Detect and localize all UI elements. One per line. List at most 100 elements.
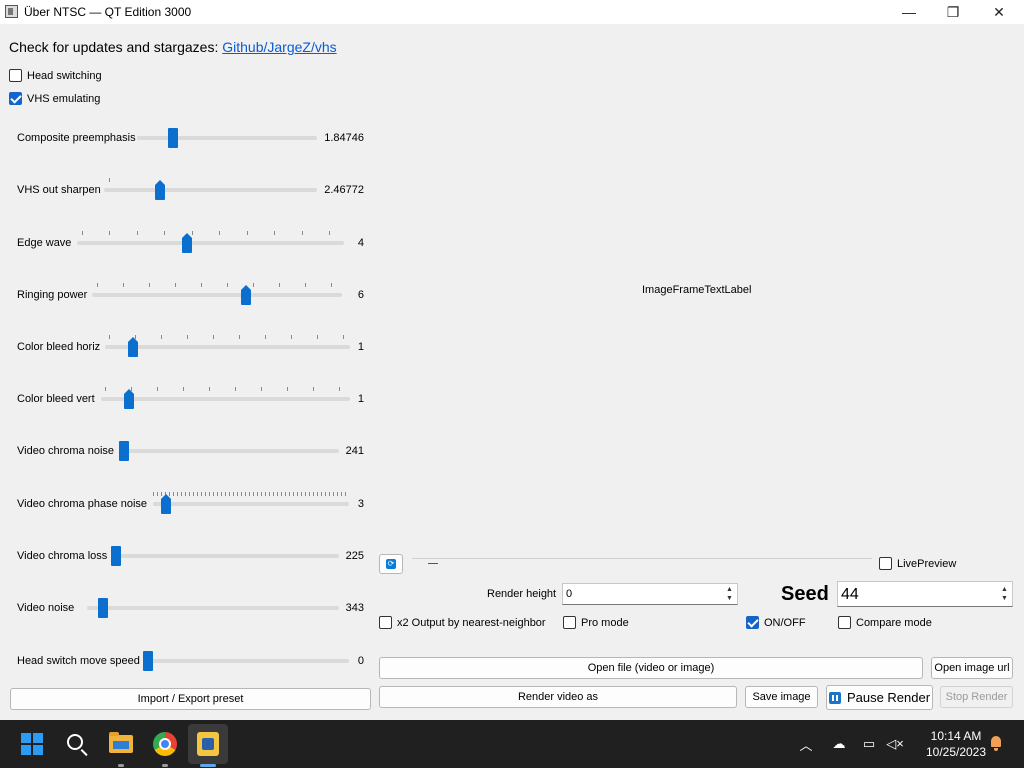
refresh-preview-button[interactable]: ⟳ <box>379 554 403 574</box>
slider-tick <box>317 492 318 496</box>
volume-tray-button[interactable]: ◁× <box>884 720 906 768</box>
notification-bell-icon[interactable] <box>988 735 1004 751</box>
on-off-option[interactable]: ON/OFF <box>746 616 806 629</box>
frame-slider-handle[interactable] <box>428 563 438 564</box>
slider-track[interactable] <box>119 449 339 453</box>
slider-track[interactable] <box>111 554 339 558</box>
slider-tick <box>317 335 318 339</box>
slider-track[interactable] <box>92 293 342 297</box>
vhs-emulating-option[interactable]: VHS emulating <box>9 92 100 105</box>
slider-tick <box>161 492 162 496</box>
python-app-icon <box>197 732 219 756</box>
network-icon: ▭ <box>862 736 876 751</box>
update-line: Check for updates and stargazes: Github/… <box>9 39 337 55</box>
slider-tick <box>241 492 242 496</box>
slider-video-noise: Video noise 343 <box>17 592 364 622</box>
slider-handle[interactable] <box>161 494 171 514</box>
minimize-button[interactable]: — <box>902 4 916 20</box>
slider-tick <box>261 387 262 391</box>
slider-handle[interactable] <box>241 285 251 305</box>
slider-handle[interactable] <box>155 180 165 200</box>
slider-tick <box>329 492 330 496</box>
save-image-button[interactable]: Save image <box>745 686 818 708</box>
slider-track[interactable] <box>104 188 317 192</box>
head-switching-option[interactable]: Head switching <box>9 69 102 82</box>
compare-mode-option[interactable]: Compare mode <box>838 616 932 629</box>
slider-tick <box>209 387 210 391</box>
slider-tick <box>123 283 124 287</box>
slider-track[interactable] <box>153 502 349 506</box>
maximize-button[interactable]: ❐ <box>946 3 960 20</box>
vhs-emulating-label: VHS emulating <box>27 92 101 105</box>
slider-track[interactable] <box>101 397 350 401</box>
file-explorer-icon <box>109 732 133 753</box>
live-preview-checkbox[interactable] <box>879 557 892 570</box>
slider-tick <box>313 492 314 496</box>
slider-track[interactable] <box>77 241 344 245</box>
file-explorer-button[interactable] <box>103 726 139 762</box>
render-height-spinbox[interactable]: 0 ▲ ▼ <box>562 583 738 605</box>
network-tray-button[interactable]: ▭ <box>858 720 880 768</box>
on-off-checkbox[interactable] <box>746 616 759 629</box>
spin-arrows-icon[interactable]: ▲ ▼ <box>1001 586 1008 602</box>
compare-mode-checkbox[interactable] <box>838 616 851 629</box>
frame-slider-track[interactable] <box>412 558 872 559</box>
slider-track[interactable] <box>143 659 349 663</box>
close-button[interactable]: ✕ <box>993 3 1005 20</box>
slider-tick <box>97 283 98 287</box>
slider-tick <box>253 492 254 496</box>
slider-handle[interactable] <box>143 651 153 671</box>
slider-tick <box>219 231 220 235</box>
clock-time: 10:14 AM <box>930 729 982 743</box>
slider-tick <box>137 231 138 235</box>
seed-spinbox[interactable]: 44 ▲ ▼ <box>837 581 1013 607</box>
search-icon <box>67 734 83 750</box>
pause-render-button[interactable]: Pause Render <box>826 685 933 710</box>
slider-track[interactable] <box>137 136 317 140</box>
render-height-label: Render height <box>487 588 557 600</box>
head-switching-label: Head switching <box>27 69 102 82</box>
slider-value: 1.84746 <box>324 132 364 144</box>
slider-tick <box>239 335 240 339</box>
slider-tick <box>273 492 274 496</box>
spin-arrows-icon[interactable]: ▲ ▼ <box>726 586 733 602</box>
slider-tick <box>181 492 182 496</box>
slider-handle[interactable] <box>111 546 121 566</box>
search-button[interactable] <box>59 726 95 762</box>
onedrive-tray-button[interactable]: ☁ <box>828 720 850 768</box>
show-hidden-icons-button[interactable]: ︿ <box>796 720 816 768</box>
clock[interactable]: 10:14 AM 10/25/2023 <box>916 728 996 760</box>
github-link[interactable]: Github/JargeZ/vhs <box>222 39 337 55</box>
slider-tick <box>245 492 246 496</box>
render-video-as-button[interactable]: Render video as <box>379 686 737 708</box>
slider-track[interactable] <box>87 606 339 610</box>
x2-output-label: x2 Output by nearest-neighbor <box>397 616 546 629</box>
x2-output-option[interactable]: x2 Output by nearest-neighbor <box>379 616 546 629</box>
chrome-button[interactable] <box>147 726 183 762</box>
slider-tick <box>131 387 132 391</box>
head-switching-checkbox[interactable] <box>9 69 22 82</box>
slider-handle[interactable] <box>119 441 129 461</box>
slider-handle[interactable] <box>98 598 108 618</box>
open-image-url-button[interactable]: Open image url <box>931 657 1013 679</box>
pro-mode-checkbox[interactable] <box>563 616 576 629</box>
x2-output-checkbox[interactable] <box>379 616 392 629</box>
slider-handle[interactable] <box>182 233 192 253</box>
slider-tick <box>229 492 230 496</box>
slider-handle[interactable] <box>124 389 134 409</box>
slider-tick <box>325 492 326 496</box>
live-preview-label: LivePreview <box>897 557 957 570</box>
open-file-button[interactable]: Open file (video or image) <box>379 657 923 679</box>
slider-handle[interactable] <box>128 337 138 357</box>
pro-mode-option[interactable]: Pro mode <box>563 616 629 629</box>
python-app-button[interactable] <box>190 726 226 762</box>
live-preview-option[interactable]: LivePreview <box>879 557 956 570</box>
import-export-preset-button[interactable]: Import / Export preset <box>10 688 371 710</box>
start-button[interactable] <box>14 726 50 762</box>
vhs-emulating-checkbox[interactable] <box>9 92 22 105</box>
stop-render-button: Stop Render <box>940 686 1013 708</box>
slider-track[interactable] <box>105 345 350 349</box>
slider-handle[interactable] <box>168 128 178 148</box>
slider-tick <box>257 492 258 496</box>
slider-tick <box>164 231 165 235</box>
